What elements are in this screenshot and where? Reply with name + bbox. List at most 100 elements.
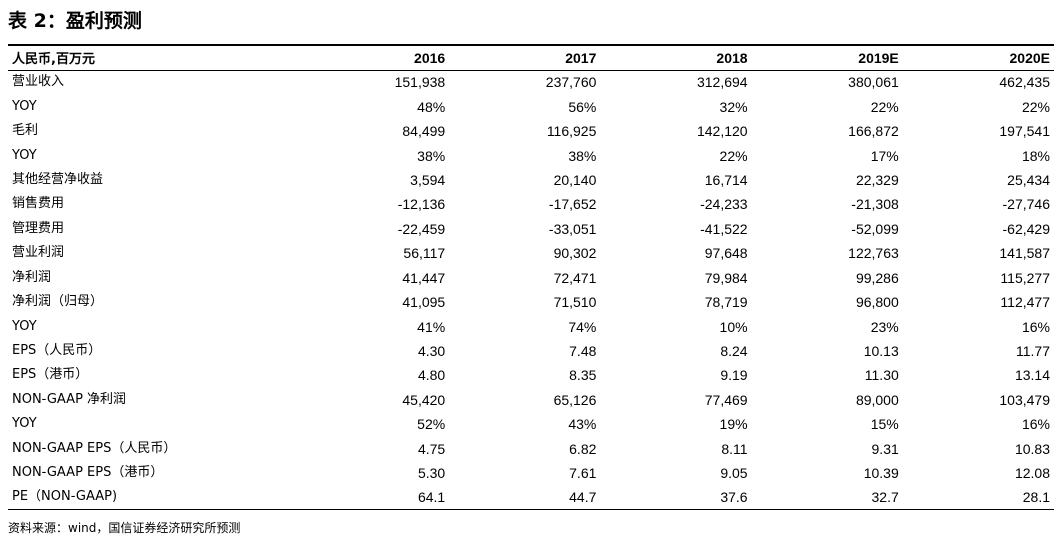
table-cell: 8.11	[721, 440, 748, 457]
table-cell: 89,000	[855, 391, 899, 408]
profit-forecast-table: 人民币,百万元 2016 2017 2018 2019E 2020E 营业收入 1…	[8, 44, 1054, 511]
table-cell: -62,429	[1002, 220, 1050, 237]
table-cell: 115,277	[1000, 269, 1050, 286]
row-label: 净利润（归母）	[12, 294, 104, 310]
table-cell: 23%	[870, 318, 899, 335]
table-cell: 79,984	[704, 269, 748, 286]
table-cell: 45,420	[402, 391, 446, 408]
table-row: YOY 48% 56% 32% 22% 22%	[8, 94, 1054, 118]
row-label: 其他经营净收益	[12, 171, 104, 187]
profit-forecast-table-container: 人民币,百万元 2016 2017 2018 2019E 2020E 营业收入 1…	[8, 44, 1054, 511]
table-cell: 56,117	[403, 245, 446, 262]
table-cell: 38%	[568, 147, 597, 164]
table-cell: -17,652	[548, 196, 597, 213]
table-cell: 9.05	[720, 465, 748, 482]
table-cell: 462,435	[999, 74, 1050, 91]
table-cell: 65,126	[553, 391, 597, 408]
table-row: 营业利润 56,117 90,302 97,648 122,763 141,587	[8, 241, 1054, 265]
table-row: 营业收入 151,938 237,760 312,694 380,061 462,435	[8, 70, 1054, 94]
table-cell: 22,329	[855, 171, 899, 188]
table-row: 管理费用 -22,459 -33,051 -41,522 -52,099 -62,429	[8, 217, 1054, 241]
table-cell: 38%	[417, 147, 446, 164]
table-cell: 84,499	[402, 123, 446, 140]
table-cell: 312,694	[696, 74, 748, 91]
table-cell: 37.6	[600, 485, 752, 511]
table-title: 表 2：盈利预测	[8, 10, 142, 32]
table-cell: 22%	[719, 147, 748, 164]
table-cell: 10%	[719, 318, 748, 335]
table-cell: 52%	[417, 416, 446, 433]
table-cell: 15%	[870, 416, 899, 433]
table-cell: 97,648	[704, 245, 748, 262]
table-row: 其他经营净收益 3,594 20,140 16,714 22,329 25,434	[8, 168, 1054, 192]
table-cell: 56%	[568, 98, 597, 115]
table-cell: 32%	[719, 98, 748, 115]
table-cell: 12.08	[1014, 465, 1050, 482]
table-cell: 8.35	[569, 367, 597, 384]
table-row: EPS（人民币） 4.30 7.48 8.24 10.13 11.77	[8, 339, 1054, 363]
table-cell: 20,140	[553, 171, 597, 188]
table-cell: 90,302	[553, 245, 597, 262]
row-label: NON-GAAP 净利润	[12, 391, 127, 407]
table-cell: 10.83	[1014, 440, 1050, 457]
table-cell: 22%	[1021, 98, 1050, 115]
table-body: 营业收入 151,938 237,760 312,694 380,061 462,435 Y…	[8, 70, 1054, 511]
table-cell: 141,587	[999, 245, 1050, 262]
table-cell: 25,434	[1007, 171, 1050, 188]
table-row: YOY 38% 38% 22% 17% 18%	[8, 143, 1054, 167]
table-cell: 19%	[719, 416, 748, 433]
table-row: NON-GAAP 净利润 45,420 65,126 77,469 89,000 103,…	[8, 388, 1054, 412]
table-cell: -24,233	[700, 196, 748, 213]
column-header: 2016	[298, 44, 450, 71]
table-cell: 22%	[870, 98, 899, 115]
table-cell: 18%	[1021, 147, 1050, 164]
table-cell: 43%	[568, 416, 597, 433]
table-cell: 16%	[1021, 318, 1050, 335]
table-row: 净利润（归母） 41,095 71,510 78,719 96,800 112,477	[8, 290, 1054, 314]
table-cell: -27,746	[1002, 196, 1050, 213]
table-cell: 9.19	[720, 367, 748, 384]
column-header: 2017	[449, 44, 601, 71]
table-row: 净利润 41,447 72,471 79,984 99,286 115,277	[8, 266, 1054, 290]
table-cell: 11.77	[1016, 343, 1050, 360]
source-note: 资料来源：wind，国信证券经济研究所预测	[8, 521, 241, 535]
column-header: 2019E	[751, 44, 903, 71]
row-label: EPS（人民币）	[12, 343, 102, 359]
table-cell: 41%	[417, 318, 446, 335]
table-cell: 17%	[870, 147, 899, 164]
row-label: YOY	[12, 98, 37, 114]
table-cell: 32.7	[751, 485, 903, 511]
table-cell: 16%	[1021, 416, 1050, 433]
table-cell: 103,479	[999, 391, 1050, 408]
table-row: NON-GAAP EPS（人民币） 4.75 6.82 8.11 9.31 10.83	[8, 437, 1054, 461]
row-label: YOY	[12, 416, 37, 432]
table-cell: 72,471	[553, 269, 597, 286]
table-cell: 112,477	[1000, 294, 1050, 311]
table-cell: 166,872	[848, 123, 899, 140]
table-cell: 4.30	[417, 343, 446, 360]
table-header-row: 人民币,百万元 2016 2017 2018 2019E 2020E	[8, 44, 1054, 71]
table-cell: 41,095	[402, 294, 446, 311]
row-label: 毛利	[12, 123, 39, 139]
table-cell: 8.24	[720, 343, 748, 360]
header-label: 人民币,百万元	[8, 44, 299, 71]
table-cell: 28.1	[902, 485, 1054, 511]
table-cell: 99,286	[855, 269, 899, 286]
table-cell: 16,714	[704, 171, 748, 188]
table-cell: -33,051	[548, 220, 597, 237]
row-label: 管理费用	[12, 220, 65, 236]
row-label: PE（NON-GAAP)	[8, 485, 299, 511]
table-cell: 4.75	[417, 440, 446, 457]
table-cell: 7.48	[569, 343, 597, 360]
table-cell: 44.7	[449, 485, 601, 511]
table-cell: 78,719	[704, 294, 748, 311]
table-cell: 142,120	[696, 123, 748, 140]
row-label: 净利润	[12, 269, 52, 285]
table-cell: 237,760	[545, 74, 597, 91]
table-cell: -12,136	[397, 196, 446, 213]
table-cell: 11.30	[864, 367, 899, 384]
table-cell: 13.14	[1014, 367, 1050, 384]
table-row: 销售费用 -12,136 -17,652 -24,233 -21,308 -27,746	[8, 192, 1054, 216]
table-cell: 9.31	[871, 440, 899, 457]
table-cell: 4.80	[417, 367, 446, 384]
